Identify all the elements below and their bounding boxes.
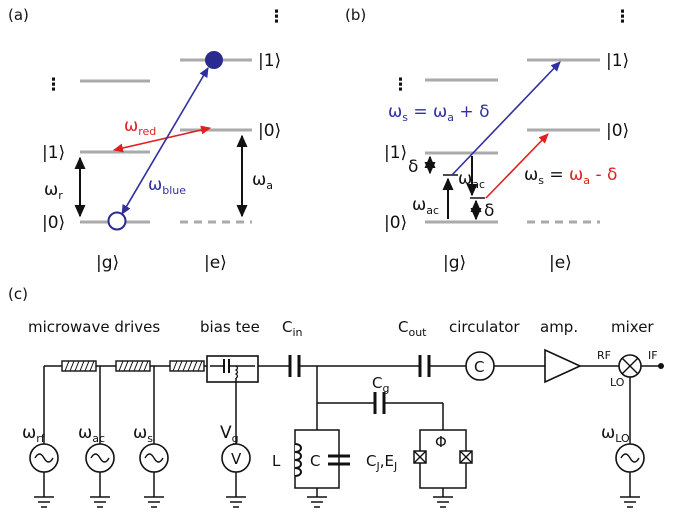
omega-s-red-arrow: [485, 133, 549, 199]
empty-state-circle: [107, 211, 127, 231]
ket0-left-b: |0⟩: [384, 213, 407, 233]
rf-label: RF: [597, 349, 611, 362]
bias-tee-inductor: [234, 365, 239, 379]
ket1-right-b: |1⟩: [606, 51, 629, 71]
mixer-label: mixer: [611, 318, 654, 336]
panel-a: (a) ⋮ ⋮ |1⟩ |0⟩ |1⟩ |0⟩ ωr ωa ωred ωblue…: [8, 6, 285, 273]
panel-b-label: (b): [345, 6, 366, 24]
source-lo: [615, 443, 645, 473]
panel-a-label: (a): [8, 6, 29, 24]
omega-s-red-label: ωs = ωa - δ: [524, 165, 617, 187]
ket1-left-b: |1⟩: [384, 143, 407, 163]
panel-b: (b) ⋮ ⋮ |1⟩ |0⟩ |1⟩ |0⟩ δ δ ωac ωac ωs =…: [345, 6, 631, 273]
panel-c: (c) microwave drives bias tee Cin Cout c…: [8, 285, 664, 508]
ground-stems: [43, 472, 631, 497]
vg-symbol: V: [231, 450, 242, 468]
e-label: |e⟩: [204, 253, 227, 273]
g-label: |g⟩: [96, 253, 119, 273]
circulator-symbol: [465, 351, 495, 381]
microwave-drives-label: microwave drives: [28, 318, 160, 336]
omega-r-label: ωr: [44, 180, 63, 202]
circulator-glyph: C: [474, 358, 484, 376]
lo-label: LO: [610, 376, 625, 389]
delta2-label: δ: [484, 201, 494, 221]
mixer-x-2: [621, 357, 639, 375]
junction-right: [459, 450, 473, 464]
bias-tee-label: bias tee: [200, 318, 260, 336]
ground-symbols: [34, 496, 640, 508]
inductor-coil: [294, 443, 302, 477]
cin-label: Cin: [282, 318, 303, 339]
cj-ej-label: CJ,EJ: [366, 452, 397, 473]
ellipsis-left: ⋮: [45, 75, 62, 95]
ket0-right-b: |0⟩: [606, 121, 629, 141]
circulator-label: circulator: [449, 318, 520, 336]
cg-label: Cg: [372, 374, 389, 395]
g-label-b: |g⟩: [443, 253, 466, 273]
source-rf: [29, 443, 59, 473]
inductor-label: L: [272, 452, 281, 470]
ket0-right: |0⟩: [258, 121, 281, 141]
vg-label: Vg: [220, 423, 239, 445]
ket1-right: |1⟩: [258, 51, 281, 71]
omega-ac-drive-label: ωac: [78, 423, 105, 445]
omega-ac1-label: ωac: [412, 195, 439, 217]
if-label: IF: [648, 349, 658, 362]
delta1-label: δ: [408, 157, 418, 177]
bias-tee-box: [206, 355, 259, 383]
omega-a-label: ωa: [252, 170, 273, 192]
panel-c-label: (c): [8, 285, 28, 303]
cout-label: Cout: [398, 318, 427, 339]
amp-label: amp.: [540, 318, 578, 336]
omega-s-blue-label: ωs = ωa + δ: [388, 102, 489, 124]
omega-ac2-label: ωac: [458, 169, 485, 191]
ellipsis-top-right: ⋮: [268, 7, 285, 27]
resistor-hatching: [64, 360, 203, 372]
junction-left: [413, 450, 427, 464]
omega-red-label: ωred: [124, 116, 156, 138]
e-label-b: |e⟩: [549, 253, 572, 273]
amplifier-symbol: [544, 348, 582, 384]
ket1-left: |1⟩: [42, 143, 65, 163]
ket0-left: |0⟩: [42, 213, 65, 233]
omega-s-drive-label: ωs: [133, 423, 153, 445]
omega-blue-arrow: [121, 67, 209, 215]
source-ac: [85, 443, 115, 473]
occupied-state-dot: [205, 51, 223, 69]
omega-lo-label: ωLO: [601, 423, 630, 445]
if-output-dot: [658, 363, 664, 369]
source-s: [139, 443, 169, 473]
omega-blue-label: ωblue: [148, 175, 186, 197]
capacitor-label: C: [310, 452, 320, 470]
phi-label: Φ: [435, 433, 447, 451]
ellipsis-top-right-b: ⋮: [614, 7, 631, 27]
omega-s-blue-arrow: [451, 61, 561, 176]
ellipsis-left-b: ⋮: [392, 75, 409, 95]
omega-rf-label: ωrf: [22, 423, 46, 445]
